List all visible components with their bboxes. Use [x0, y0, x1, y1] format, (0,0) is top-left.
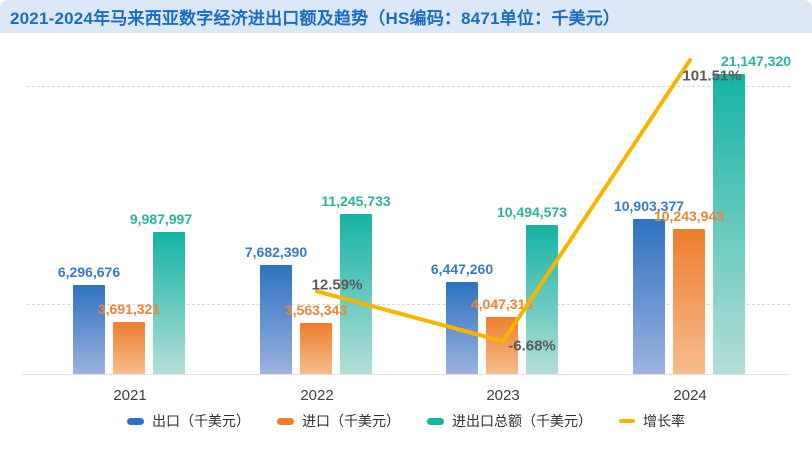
legend-item-total[interactable]: 进出口总额（千美元） — [427, 411, 592, 431]
legend-label-export: 出口（千美元） — [152, 413, 250, 429]
value-label-import-2023: 4,047,313 — [470, 295, 534, 312]
chart-title: 2021-2024年马来西亚数字经济进出口额及趋势（HS编码：8471单位：千美… — [10, 9, 621, 28]
value-label-total-2024: 21,147,320 — [720, 52, 792, 69]
legend-item-growth[interactable]: 增长率 — [619, 411, 685, 431]
growth-label-2022: 12.59% — [311, 276, 363, 294]
legend-item-import[interactable]: 进口（千美元） — [277, 411, 400, 431]
bar-total-2022[interactable] — [340, 214, 372, 374]
bar-import-2024[interactable] — [673, 228, 705, 374]
x-axis-label-2023: 2023 — [486, 387, 520, 404]
bar-import-2022[interactable] — [300, 323, 332, 374]
value-label-total-2023: 10,494,573 — [496, 203, 568, 220]
x-axis-label-2022: 2022 — [300, 387, 334, 404]
value-label-import-2022: 3,563,343 — [284, 302, 348, 319]
x-axis-label-2021: 2021 — [113, 387, 147, 404]
legend-label-growth: 增长率 — [643, 413, 685, 429]
value-label-import-2021: 3,691,321 — [97, 300, 161, 317]
x-axis-label-2024: 2024 — [673, 387, 707, 404]
legend-swatch-total — [427, 417, 444, 425]
value-label-total-2022: 11,245,733 — [321, 193, 391, 210]
legend-swatch-export — [127, 417, 144, 425]
bar-export-2021[interactable] — [73, 284, 105, 374]
bar-import-2021[interactable] — [113, 321, 145, 374]
growth-label-2024: 101.51% — [682, 67, 742, 85]
value-label-export-2022: 7,682,390 — [244, 243, 308, 260]
chart-title-bar: 2021-2024年马来西亚数字经济进出口额及趋势（HS编码：8471单位：千美… — [0, 0, 812, 33]
legend-label-import: 进口（千美元） — [302, 413, 400, 429]
legend: 出口（千美元） 进口（千美元） 进出口总额（千美元） 增长率 — [0, 411, 812, 431]
bar-total-2024[interactable] — [713, 73, 745, 374]
value-label-total-2021: 9,987,997 — [129, 211, 193, 228]
bar-export-2024[interactable] — [633, 219, 665, 374]
legend-swatch-import — [277, 417, 294, 425]
legend-item-export[interactable]: 出口（千美元） — [127, 411, 250, 431]
value-label-export-2023: 6,447,260 — [430, 261, 494, 278]
bar-total-2021[interactable] — [153, 232, 185, 374]
legend-swatch-growth — [619, 419, 635, 423]
value-label-import-2024: 10,243,943 — [653, 207, 725, 224]
legend-label-total: 进出口总额（千美元） — [452, 413, 592, 429]
value-label-export-2021: 6,296,676 — [57, 263, 121, 280]
growth-label-2023: -6.68% — [508, 337, 556, 355]
x-axis-line — [22, 374, 790, 375]
bar-export-2022[interactable] — [260, 264, 292, 374]
